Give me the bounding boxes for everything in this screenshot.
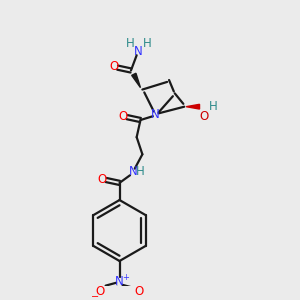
Text: O: O [119, 110, 128, 123]
Text: N: N [128, 165, 137, 178]
Text: O: O [134, 285, 143, 298]
Text: H: H [209, 100, 218, 113]
Polygon shape [186, 104, 200, 109]
Text: O: O [200, 110, 209, 123]
Text: −: − [91, 292, 99, 300]
Text: N: N [115, 275, 124, 288]
Text: H: H [143, 37, 152, 50]
Text: H: H [136, 165, 145, 178]
Text: O: O [96, 285, 105, 298]
Text: O: O [98, 172, 107, 186]
Text: +: + [122, 273, 129, 282]
Text: N: N [151, 108, 160, 121]
Polygon shape [132, 73, 140, 88]
Text: O: O [109, 60, 119, 73]
Text: H: H [126, 37, 134, 50]
Text: N: N [134, 45, 143, 58]
